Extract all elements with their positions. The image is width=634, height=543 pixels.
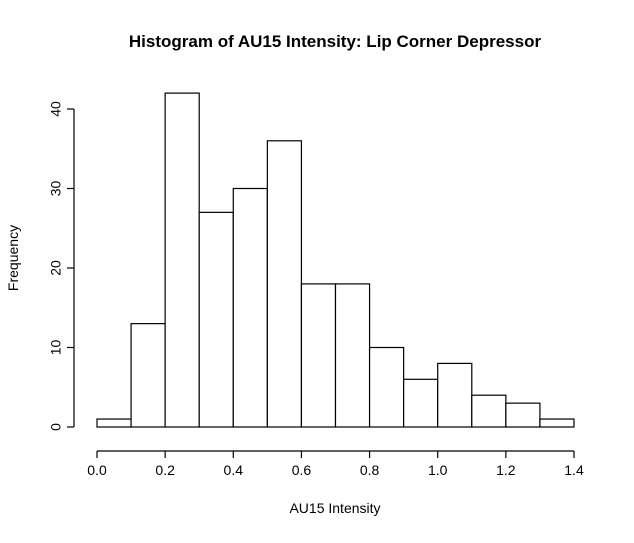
histogram-bar (539, 418, 575, 428)
y-tick-label: 20 (48, 260, 64, 276)
x-axis-label: AU15 Intensity (289, 500, 380, 516)
x-tick-label: 1.0 (428, 462, 448, 478)
x-tick-label: 0.0 (87, 462, 107, 478)
histogram-bar (403, 378, 439, 428)
bars-group (96, 92, 575, 428)
y-axis: 0 10 20 30 40 (48, 101, 75, 431)
x-tick-label: 0.2 (155, 462, 175, 478)
histogram-bar (437, 362, 473, 428)
histogram-bar (300, 283, 337, 428)
x-tick-label: 0.6 (292, 462, 312, 478)
histogram-bar (334, 283, 371, 428)
histogram-bar (368, 346, 405, 428)
histogram-bar (96, 418, 132, 428)
histogram-bar (164, 92, 200, 428)
y-axis-label: Frequency (5, 225, 21, 291)
y-tick-label: 0 (48, 423, 64, 431)
x-axis: 0.0 0.2 0.4 0.6 0.8 1.0 1.2 1.4 (87, 450, 584, 478)
chart-title: Histogram of AU15 Intensity: Lip Corner … (129, 32, 542, 51)
x-tick-label: 1.4 (564, 462, 584, 478)
histogram-bar (266, 140, 303, 428)
x-tick-label: 1.2 (496, 462, 516, 478)
y-tick-label: 30 (48, 181, 64, 197)
histogram-bar (130, 323, 166, 428)
histogram-bar (505, 402, 541, 428)
histogram-bar (471, 394, 507, 428)
x-tick-label: 0.8 (360, 462, 380, 478)
y-tick-label: 40 (48, 101, 64, 117)
y-tick-label: 10 (48, 340, 64, 356)
histogram-bar (232, 187, 268, 428)
histogram-bar (198, 211, 234, 428)
x-tick-label: 0.4 (224, 462, 244, 478)
